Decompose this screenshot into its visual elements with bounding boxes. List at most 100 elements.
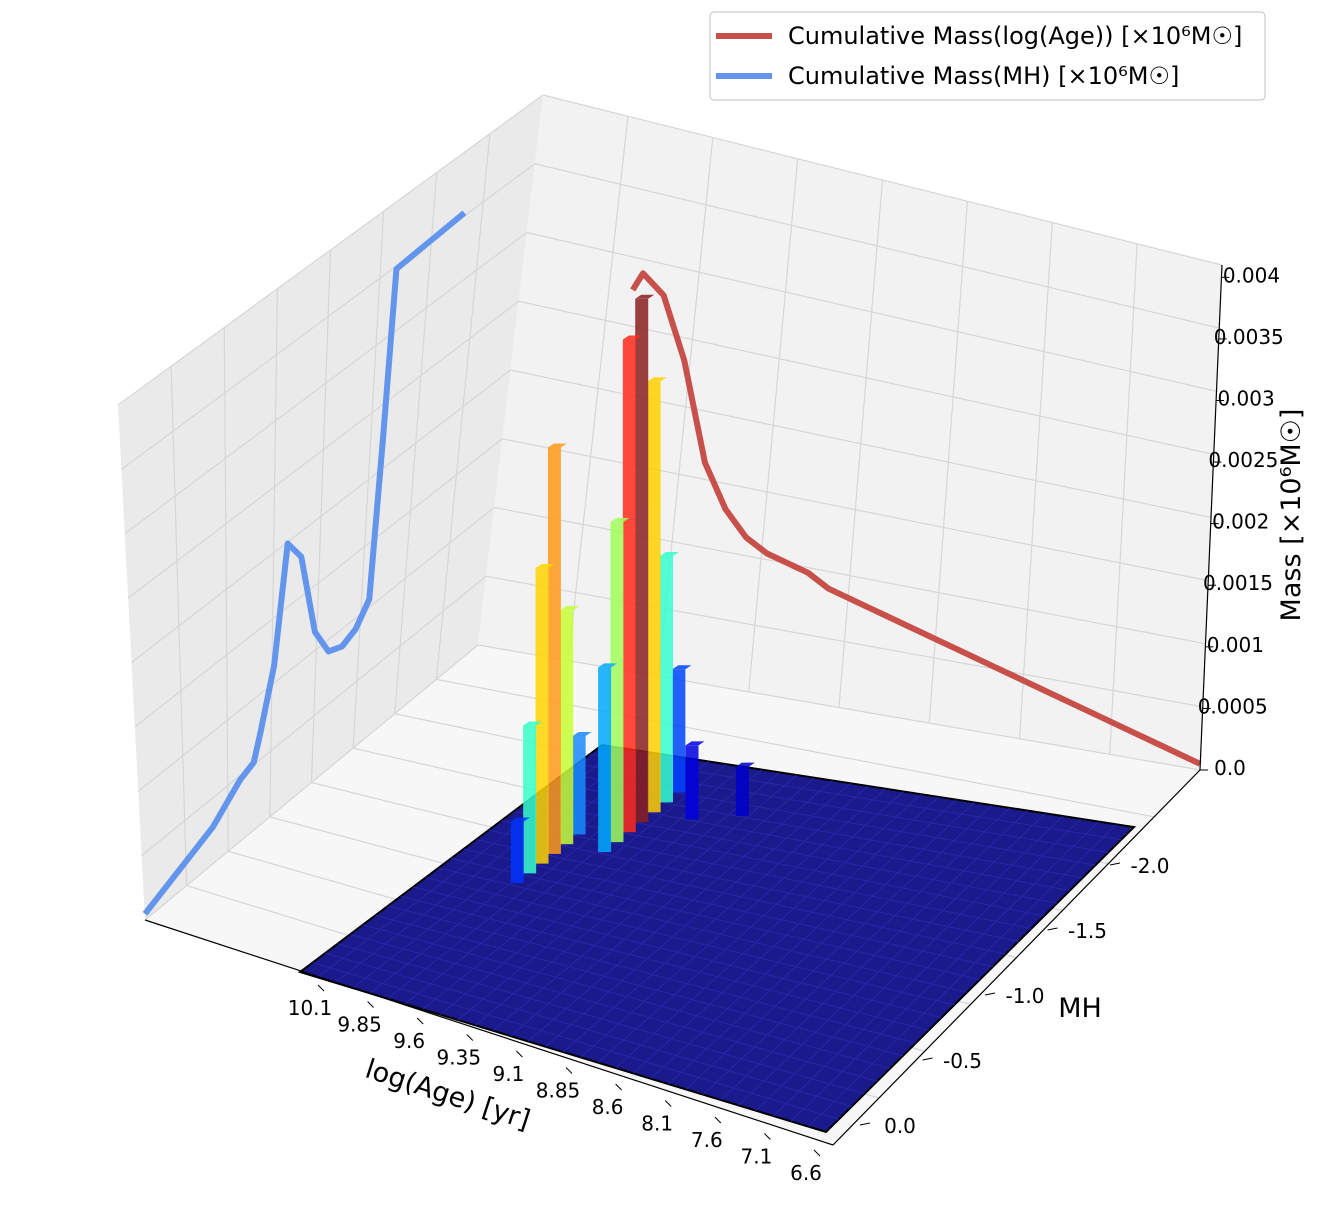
bar-front (672, 669, 686, 793)
y-tick-label: -0.5 (943, 1049, 982, 1073)
bar (598, 663, 618, 853)
gridline-right-v (1018, 222, 1053, 739)
floor-bin-line (425, 876, 955, 1006)
x-tick-mark (516, 1050, 523, 1058)
bar (535, 564, 555, 864)
z-axis-ticks: 0.0 0.0005 0.001 0.0015 0.002 0.0025 0.003 0.00… (1198, 263, 1284, 780)
z-tick-label: 0.002 (1212, 510, 1269, 534)
bar-front (560, 610, 574, 845)
y-axis-line (832, 769, 1201, 1146)
x-tick-mark (764, 1133, 771, 1140)
y-axis-label: MH (1058, 993, 1102, 1024)
bar-top (659, 552, 679, 557)
gridline-left-v (352, 211, 385, 749)
bar-top (560, 606, 580, 611)
x-tick-label: 8.85 (536, 1079, 581, 1103)
gridline-right-v (838, 179, 884, 708)
x-tick-mark (367, 1001, 374, 1008)
bar-front (735, 766, 749, 816)
y-tick-mark (922, 1057, 933, 1061)
y-tick-label: -2.0 (1130, 854, 1169, 878)
bar-top (510, 817, 530, 822)
floor-bin-line (362, 924, 891, 1069)
bar (647, 377, 667, 813)
bar (547, 443, 567, 854)
legend-label-mh: Cumulative Mass(MH) [×10⁶M☉] (788, 62, 1179, 90)
bar-front (598, 667, 612, 853)
bar-top (535, 564, 555, 569)
z-tick-label: 0.004 (1223, 263, 1280, 287)
bar-front (535, 568, 549, 864)
bar-front (510, 821, 524, 884)
x-tick-label: 9.85 (337, 1013, 382, 1037)
x-tick-mark (714, 1116, 722, 1124)
bar-top (547, 443, 567, 448)
bar-front (635, 298, 649, 823)
legend: Cumulative Mass(log(Age)) [×10⁶M☉] Cumul… (709, 11, 1266, 101)
bar-front (547, 447, 561, 854)
bar-top (622, 335, 642, 340)
x-tick-mark (416, 1017, 424, 1025)
bar-top (610, 517, 630, 522)
y-tick-mark (859, 1122, 871, 1126)
bar (523, 721, 543, 874)
bar-front (572, 735, 586, 835)
x-tick-label: 9.6 (393, 1029, 425, 1053)
floor-bin-line (375, 914, 904, 1057)
x-tick-mark (664, 1100, 672, 1107)
floor-bin-line (400, 895, 929, 1031)
y-tick-label: 0.0 (884, 1114, 916, 1138)
bar-top (685, 741, 705, 746)
y-axis-ticks: 0.0 -0.5 -1.0 -1.5 -2.0 (859, 854, 1170, 1138)
z-tick-label: 0.003 (1217, 386, 1274, 410)
x-tick-label: 10.1 (288, 996, 333, 1020)
bar (672, 665, 692, 793)
y-tick-mark (984, 992, 996, 996)
z-axis-label: Mass [×10⁶M☉] (1276, 409, 1307, 622)
x-tick-label: 7.6 (691, 1128, 723, 1152)
bar-front (610, 521, 624, 843)
gridline-left-v (310, 249, 332, 783)
floor-bin-line (413, 886, 942, 1019)
bar (560, 606, 580, 845)
floor-bin-line (450, 858, 981, 980)
gridline-right-v (567, 116, 629, 661)
x-tick-mark (565, 1067, 573, 1074)
bars-group (510, 294, 755, 884)
x-tick-mark (466, 1034, 474, 1041)
x-axis-line (144, 919, 834, 1146)
cumulative-age-line (630, 270, 1202, 767)
bar (735, 762, 755, 816)
bar-front (523, 725, 537, 874)
bar-top (523, 721, 543, 726)
x-tick-mark (615, 1083, 622, 1091)
z-tick-label: 0.0 (1214, 756, 1246, 780)
y-tick-label: -1.5 (1068, 919, 1107, 943)
z-tick-label: 0.0035 (1214, 325, 1284, 349)
floor-bin-line (501, 820, 1032, 930)
floor-bin-line (350, 933, 878, 1082)
x-tick-label: 8.6 (592, 1095, 624, 1119)
floor-bin-line (325, 952, 852, 1108)
floor-bin-line (463, 848, 993, 968)
bar (510, 817, 530, 884)
bar (622, 335, 642, 833)
x-tick-mark (813, 1149, 821, 1157)
bar-top (672, 665, 692, 670)
bar-top (735, 762, 755, 767)
gridline-right-v (1109, 243, 1138, 755)
z-tick-label: 0.0015 (1203, 571, 1273, 595)
bar (659, 552, 679, 803)
back-left-pane (118, 95, 543, 920)
floor-bin-line (488, 829, 1019, 942)
bar (635, 294, 655, 823)
gridline-left-v (223, 327, 229, 852)
bar-front (685, 745, 699, 820)
z-axis-line (1199, 264, 1223, 771)
bar-front (659, 556, 673, 803)
bar-top (647, 377, 667, 382)
bar-front (647, 381, 661, 813)
bar (685, 741, 705, 820)
cumulative-mh-line (142, 210, 467, 916)
